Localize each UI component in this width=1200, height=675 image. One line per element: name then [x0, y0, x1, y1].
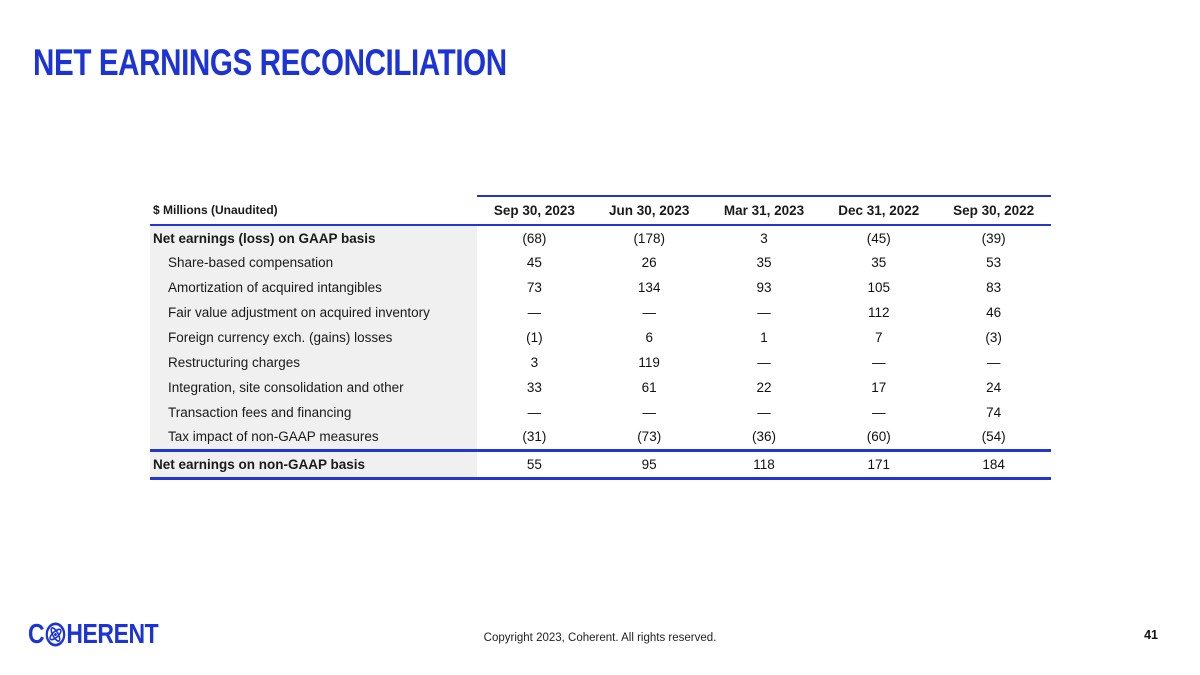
cell-value: 45: [526, 255, 542, 270]
cell-value: 134: [637, 280, 661, 295]
cell-value: 26: [641, 255, 657, 270]
cell-value: (73): [637, 429, 662, 445]
unit-label: $ Millions (Unaudited): [150, 196, 477, 226]
cell-value: 105: [867, 280, 891, 295]
cell-value: 112: [868, 305, 890, 320]
table-row: Restructuring charges 3 119 — — —: [150, 350, 1051, 375]
cell-value: (1): [526, 330, 543, 345]
page-number: 41: [1144, 628, 1158, 642]
row-label: Transaction fees and financing: [150, 400, 477, 425]
cell-value: —: [986, 355, 1001, 370]
cell-value: —: [872, 355, 886, 370]
table-row: Share-based compensation 45 26 35 35 53: [150, 250, 1051, 275]
table-row: Fair value adjustment on acquired invent…: [150, 300, 1051, 325]
cell-value: 33: [526, 380, 542, 395]
financial-table: $ Millions (Unaudited) Sep 30, 2023 Jun …: [150, 195, 1051, 480]
logo-text-prefix: C: [28, 618, 45, 649]
cell-value: —: [642, 305, 656, 320]
table-row: Foreign currency exch. (gains) losses (1…: [150, 325, 1051, 350]
page-title: NET EARNINGS RECONCILIATION: [33, 42, 507, 83]
coherent-logo: C HERENT: [28, 618, 159, 650]
cell-value: 1: [760, 330, 768, 345]
cell-value: (178): [633, 230, 665, 246]
cell-value: 118: [706, 448, 822, 480]
cell-value: 83: [986, 280, 1002, 295]
row-label: Amortization of acquired intangibles: [150, 275, 477, 300]
row-label: Net earnings (loss) on GAAP basis: [150, 225, 477, 250]
cell-value: 93: [756, 280, 772, 295]
column-header: Sep 30, 2023: [477, 195, 592, 226]
row-label: Net earnings on non-GAAP basis: [150, 448, 477, 480]
atom-globe-icon: [45, 622, 66, 647]
cell-value: (39): [981, 230, 1006, 246]
table-row: Amortization of acquired intangibles 73 …: [150, 275, 1051, 300]
cell-value: 7: [875, 330, 883, 345]
column-header: Mar 31, 2023: [706, 195, 822, 226]
cell-value: 17: [871, 380, 887, 395]
cell-value: 184: [936, 448, 1051, 480]
column-header: Sep 30, 2022: [936, 195, 1051, 226]
cell-value: 46: [986, 305, 1002, 320]
cell-value: —: [872, 405, 886, 420]
cell-value: 35: [871, 255, 887, 270]
cell-value: —: [757, 355, 771, 370]
table-row: Transaction fees and financing — — — — 7…: [150, 400, 1051, 425]
cell-value: (36): [751, 429, 776, 445]
table-header-row: $ Millions (Unaudited) Sep 30, 2023 Jun …: [150, 195, 1051, 226]
row-label: Foreign currency exch. (gains) losses: [150, 325, 477, 350]
cell-value: (31): [522, 429, 547, 445]
table-row: Integration, site consolidation and othe…: [150, 375, 1051, 400]
table-row: Tax impact of non-GAAP measures (31) (73…: [150, 425, 1051, 450]
cell-value: 24: [986, 380, 1002, 395]
cell-value: (68): [522, 230, 547, 246]
cell-value: —: [642, 405, 656, 420]
cell-value: (3): [985, 330, 1002, 345]
cell-value: (54): [981, 429, 1006, 445]
cell-value: 61: [641, 380, 657, 395]
cell-value: 171: [821, 448, 937, 480]
cell-value: 22: [756, 380, 772, 395]
copyright-text: Copyright 2023, Coherent. All rights res…: [483, 632, 717, 644]
cell-value: 95: [591, 448, 707, 480]
row-label: Share-based compensation: [150, 250, 477, 275]
cell-value: —: [757, 405, 771, 420]
cell-value: 55: [477, 448, 592, 480]
cell-value: 3: [530, 355, 539, 370]
column-header: Jun 30, 2023: [591, 195, 707, 226]
cell-value: 74: [986, 405, 1002, 420]
row-label: Restructuring charges: [150, 350, 477, 375]
cell-value: 119: [638, 355, 660, 370]
cell-value: 73: [526, 280, 542, 295]
cell-value: 6: [645, 330, 653, 345]
table-row-total: Net earnings on non-GAAP basis 55 95 118…: [150, 448, 1051, 480]
cell-value: (60): [866, 429, 891, 445]
cell-value: —: [527, 405, 542, 420]
cell-value: —: [527, 305, 542, 320]
cell-value: 35: [756, 255, 772, 270]
logo-text-suffix: HERENT: [66, 618, 159, 649]
cell-value: 3: [760, 230, 768, 246]
table-row: Net earnings (loss) on GAAP basis (68) (…: [150, 225, 1051, 250]
cell-value: —: [757, 305, 771, 320]
cell-value: (45): [866, 230, 891, 246]
row-label: Integration, site consolidation and othe…: [150, 375, 477, 400]
row-label: Tax impact of non-GAAP measures: [150, 425, 477, 450]
column-header: Dec 31, 2022: [821, 195, 937, 226]
row-label: Fair value adjustment on acquired invent…: [150, 300, 477, 325]
cell-value: 53: [986, 255, 1002, 270]
